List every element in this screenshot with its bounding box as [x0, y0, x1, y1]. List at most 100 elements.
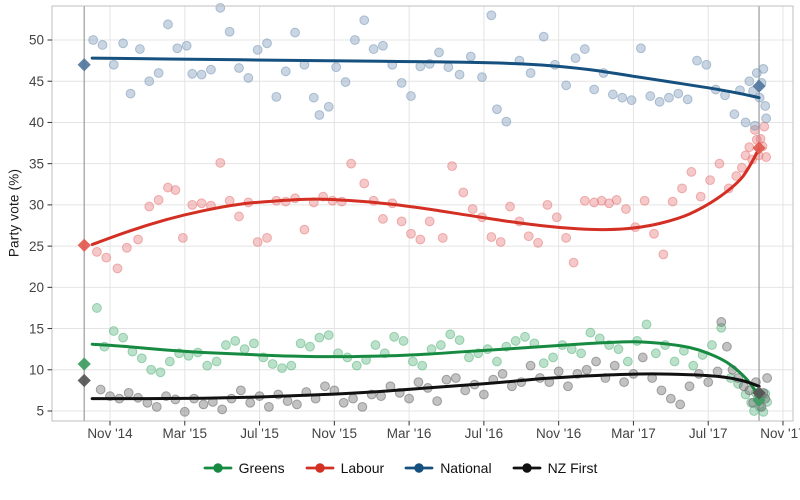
poll-point-labour — [568, 257, 579, 268]
poll-point-nz-first — [320, 381, 330, 392]
x-tick-label: Nov '17 — [760, 426, 800, 441]
poll-point-greens — [370, 340, 381, 350]
poll-point-national — [97, 40, 108, 50]
election-result-greens — [752, 393, 766, 407]
poll-point-labour — [359, 178, 370, 189]
legend-key-icon — [203, 463, 233, 473]
y-tick-label: 45 — [29, 74, 44, 89]
poll-point-labour — [378, 214, 388, 224]
x-tick-label: Nov '14 — [87, 426, 133, 441]
poll-point-labour — [759, 121, 770, 132]
poll-point-labour — [163, 182, 173, 193]
poll-point-greens — [613, 344, 624, 355]
poll-point-greens — [155, 367, 166, 378]
election-result-labour — [752, 141, 766, 155]
poll-point-labour — [252, 237, 263, 247]
poll-point-nz-first — [762, 373, 772, 383]
legend-key-icon — [512, 463, 541, 473]
legend-label: NZ First — [547, 460, 598, 476]
election-result-labour — [77, 238, 91, 252]
poll-point-nz-first — [675, 399, 686, 410]
poll-point-national — [181, 40, 192, 51]
poll-point-nz-first — [478, 389, 489, 400]
poll-point-greens — [277, 363, 287, 374]
poll-point-nz-first — [292, 399, 302, 410]
poll-point-national — [378, 40, 388, 51]
poll-point-nz-first — [619, 377, 629, 388]
poll-point-greens — [576, 348, 586, 359]
poll-point-nz-first — [123, 387, 134, 398]
poll-point-greens — [92, 303, 102, 313]
poll-point-national — [492, 104, 502, 115]
poll-point-labour — [589, 197, 600, 208]
poll-point-national — [636, 43, 646, 54]
poll-point-labour — [467, 204, 478, 214]
poll-point-nz-first — [245, 397, 256, 408]
poll-point-nz-first — [404, 393, 415, 404]
poll-point-greens — [108, 326, 119, 336]
poll-point-labour — [705, 175, 715, 186]
poll-point-national — [196, 69, 207, 80]
poll-point-labour — [396, 216, 407, 227]
poll-point-nz-first — [151, 401, 162, 412]
poll-point-national — [323, 101, 334, 112]
y-tick-label: 40 — [29, 115, 44, 130]
poll-point-greens — [267, 359, 278, 369]
panel-border — [51, 5, 794, 422]
poll-point-labour — [639, 195, 650, 206]
poll-point-labour — [695, 191, 706, 202]
poll-point-nz-first — [95, 384, 106, 395]
election-result-national — [77, 58, 91, 72]
poll-point-greens — [323, 330, 334, 341]
poll-point-national — [654, 96, 665, 107]
poll-point-labour — [561, 232, 572, 243]
poll-point-national — [406, 91, 416, 101]
poll-point-national — [589, 84, 600, 95]
legend: Greens Labour National NZ First — [0, 451, 800, 485]
poll-point-nz-first — [716, 317, 727, 327]
poll-point-national — [760, 101, 771, 111]
poll-point-nz-first — [497, 368, 508, 379]
poll-point-labour — [262, 232, 272, 243]
poll-point-greens — [314, 332, 325, 343]
poll-point-national — [308, 92, 319, 103]
poll-point-national — [252, 44, 263, 55]
poll-point-national — [617, 92, 628, 103]
poll-point-greens — [492, 356, 502, 367]
x-tick-label: Mar '16 — [387, 426, 432, 441]
y-tick-label: 50 — [29, 33, 44, 48]
poll-point-labour — [170, 185, 181, 195]
poll-point-national — [144, 76, 155, 87]
poll-point-greens — [650, 348, 661, 359]
legend-item-labour: Labour — [305, 460, 384, 476]
poll-point-national — [758, 63, 769, 74]
poll-point-nz-first — [179, 406, 190, 417]
poll-point-national — [153, 68, 164, 78]
poll-point-national — [538, 31, 549, 42]
poll-point-nz-first — [656, 385, 667, 396]
poll-point-labour — [621, 204, 631, 214]
election-result-nz-first — [77, 373, 91, 388]
poll-point-greens — [202, 360, 213, 371]
poll-point-nz-first — [357, 401, 368, 412]
poll-point-national — [224, 26, 235, 37]
trend-line-nz-first — [90, 372, 761, 401]
poll-point-labour — [686, 167, 697, 177]
trend-line-greens — [90, 340, 761, 398]
poll-point-labour — [406, 228, 416, 239]
poll-point-labour — [178, 232, 188, 243]
poll-point-labour — [447, 161, 458, 172]
poll-point-national — [664, 92, 674, 103]
legend-label: Greens — [238, 460, 285, 476]
trend-line-labour — [90, 147, 761, 246]
poll-point-greens — [286, 360, 297, 371]
x-tick-label: Jul '16 — [465, 426, 504, 441]
poll-point-nz-first — [217, 404, 228, 415]
poll-point-greens — [585, 327, 596, 338]
poll-point-greens — [295, 338, 306, 349]
poll-point-national — [579, 44, 590, 54]
poll-point-labour — [144, 201, 155, 212]
poll-point-greens — [464, 352, 474, 363]
poll-point-labour — [299, 224, 310, 235]
y-tick-label: 10 — [29, 362, 44, 377]
